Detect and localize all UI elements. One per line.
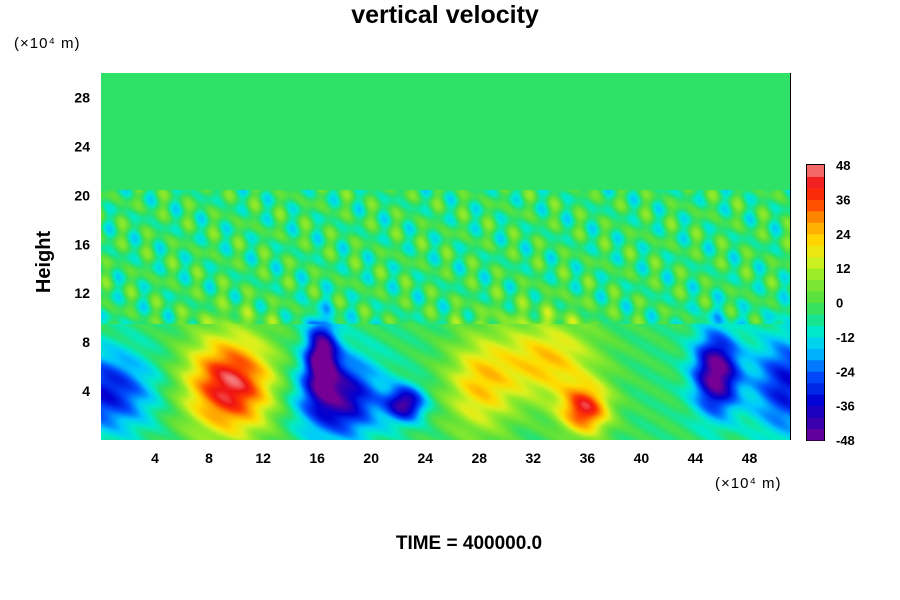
colorbar-tick-label: -12 xyxy=(836,330,855,345)
plot-area xyxy=(101,73,791,440)
colorbar-segment xyxy=(807,394,824,407)
colorbar-segment xyxy=(807,210,824,223)
colorbar-segment xyxy=(807,233,824,246)
y-tick-label: 4 xyxy=(82,383,90,399)
colorbar-segment xyxy=(807,382,824,395)
colorbar-segment xyxy=(807,325,824,338)
colorbar-segment xyxy=(807,371,824,384)
time-label: TIME = 400000.0 xyxy=(396,533,542,554)
y-tick-label: 8 xyxy=(82,334,90,350)
colorbar-segment xyxy=(807,222,824,235)
x-tick-label: 32 xyxy=(526,450,542,466)
colorbar-segment xyxy=(807,428,824,441)
colorbar-segment xyxy=(807,187,824,200)
x-tick-label: 20 xyxy=(363,450,379,466)
colorbar-segment xyxy=(807,313,824,326)
y-axis-ticks: 4 8 12 16 20 24 28 xyxy=(74,89,90,399)
x-tick-label: 24 xyxy=(417,450,433,466)
x-tick-label: 12 xyxy=(255,450,271,466)
colorbar-segment xyxy=(807,359,824,372)
x-tick-label: 40 xyxy=(634,450,650,466)
colorbar-segment xyxy=(807,336,824,349)
colorbar-tick-label: -24 xyxy=(836,364,856,379)
colorbar-tick-label: -36 xyxy=(836,399,855,414)
chart-title: vertical velocity xyxy=(351,1,539,29)
x-tick-label: 48 xyxy=(742,450,758,466)
y-tick-label: 24 xyxy=(74,138,90,154)
colorbar-tick-label: 12 xyxy=(836,261,850,276)
y-tick-label: 28 xyxy=(74,89,90,105)
y-tick-label: 16 xyxy=(74,236,90,252)
colorbar-tick-label: 48 xyxy=(836,158,850,173)
colorbar-segment xyxy=(807,176,824,189)
colorbar-segment xyxy=(807,417,824,430)
colorbar-segment xyxy=(807,348,824,361)
colorbar-segment xyxy=(807,256,824,269)
x-unit-label: (×10⁴ m) xyxy=(715,475,782,492)
colorbar-tick-label: 0 xyxy=(836,296,843,311)
colorbar-segment xyxy=(807,405,824,418)
colorbar-ticks: 48 36 24 12 0 -12 -24 -36 -48 xyxy=(836,158,856,448)
x-tick-label: 44 xyxy=(688,450,704,466)
x-tick-label: 8 xyxy=(205,450,213,466)
y-tick-label: 20 xyxy=(74,187,90,203)
colorbar-segment xyxy=(807,245,824,258)
y-tick-label: 12 xyxy=(74,285,90,301)
colorbar-segment xyxy=(807,291,824,303)
colorbar: 48 36 24 12 0 -12 -24 -36 -48 xyxy=(806,158,856,448)
colorbar-segment xyxy=(807,302,824,315)
colorbar-segment xyxy=(807,268,824,281)
colorbar-segment xyxy=(807,279,824,292)
x-tick-label: 4 xyxy=(151,450,159,466)
x-tick-label: 36 xyxy=(580,450,596,466)
y-unit-label: (×10⁴ m) xyxy=(14,35,81,52)
x-tick-label: 28 xyxy=(471,450,487,466)
colorbar-segment xyxy=(807,165,824,177)
velocity-field xyxy=(101,73,790,440)
colorbar-tick-label: 36 xyxy=(836,192,850,207)
x-axis-ticks: 4 8 12 16 20 24 28 32 36 40 44 48 xyxy=(151,450,757,466)
colorbar-segments xyxy=(807,165,824,441)
y-axis-label: Height xyxy=(33,231,55,294)
colorbar-tick-label: 24 xyxy=(836,227,851,242)
x-tick-label: 16 xyxy=(309,450,325,466)
colorbar-tick-label: -48 xyxy=(836,433,855,448)
colorbar-segment xyxy=(807,199,824,212)
